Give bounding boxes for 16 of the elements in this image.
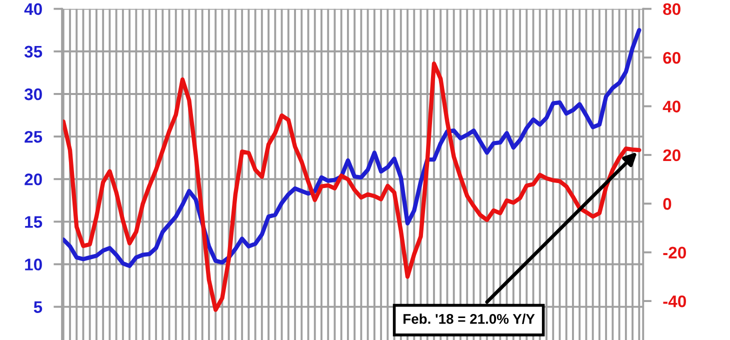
y-tick-label: 10 xyxy=(25,258,42,270)
y2-tick-label: 0 xyxy=(663,198,672,210)
y-tick-label: 25 xyxy=(24,130,42,143)
y2-tick-label: 20 xyxy=(663,149,680,162)
y2-tick-label: 40 xyxy=(662,100,680,112)
y-tick-label: 15 xyxy=(25,216,42,228)
y-tick-label: 5 xyxy=(34,301,42,313)
y-tick-label: 40 xyxy=(24,3,42,16)
y-tick-label: 35 xyxy=(24,46,42,58)
y2-tick-label: -40 xyxy=(663,295,686,308)
y-tick-label: 30 xyxy=(24,88,42,100)
y2-tick-label: -20 xyxy=(663,246,686,259)
y2-tick-label: 60 xyxy=(663,52,680,64)
y2-tick-label: 80 xyxy=(663,3,680,16)
annotation: Feb. '18 = 21.0% Y/Y xyxy=(404,314,535,324)
y-tick-label: 20 xyxy=(24,174,42,186)
